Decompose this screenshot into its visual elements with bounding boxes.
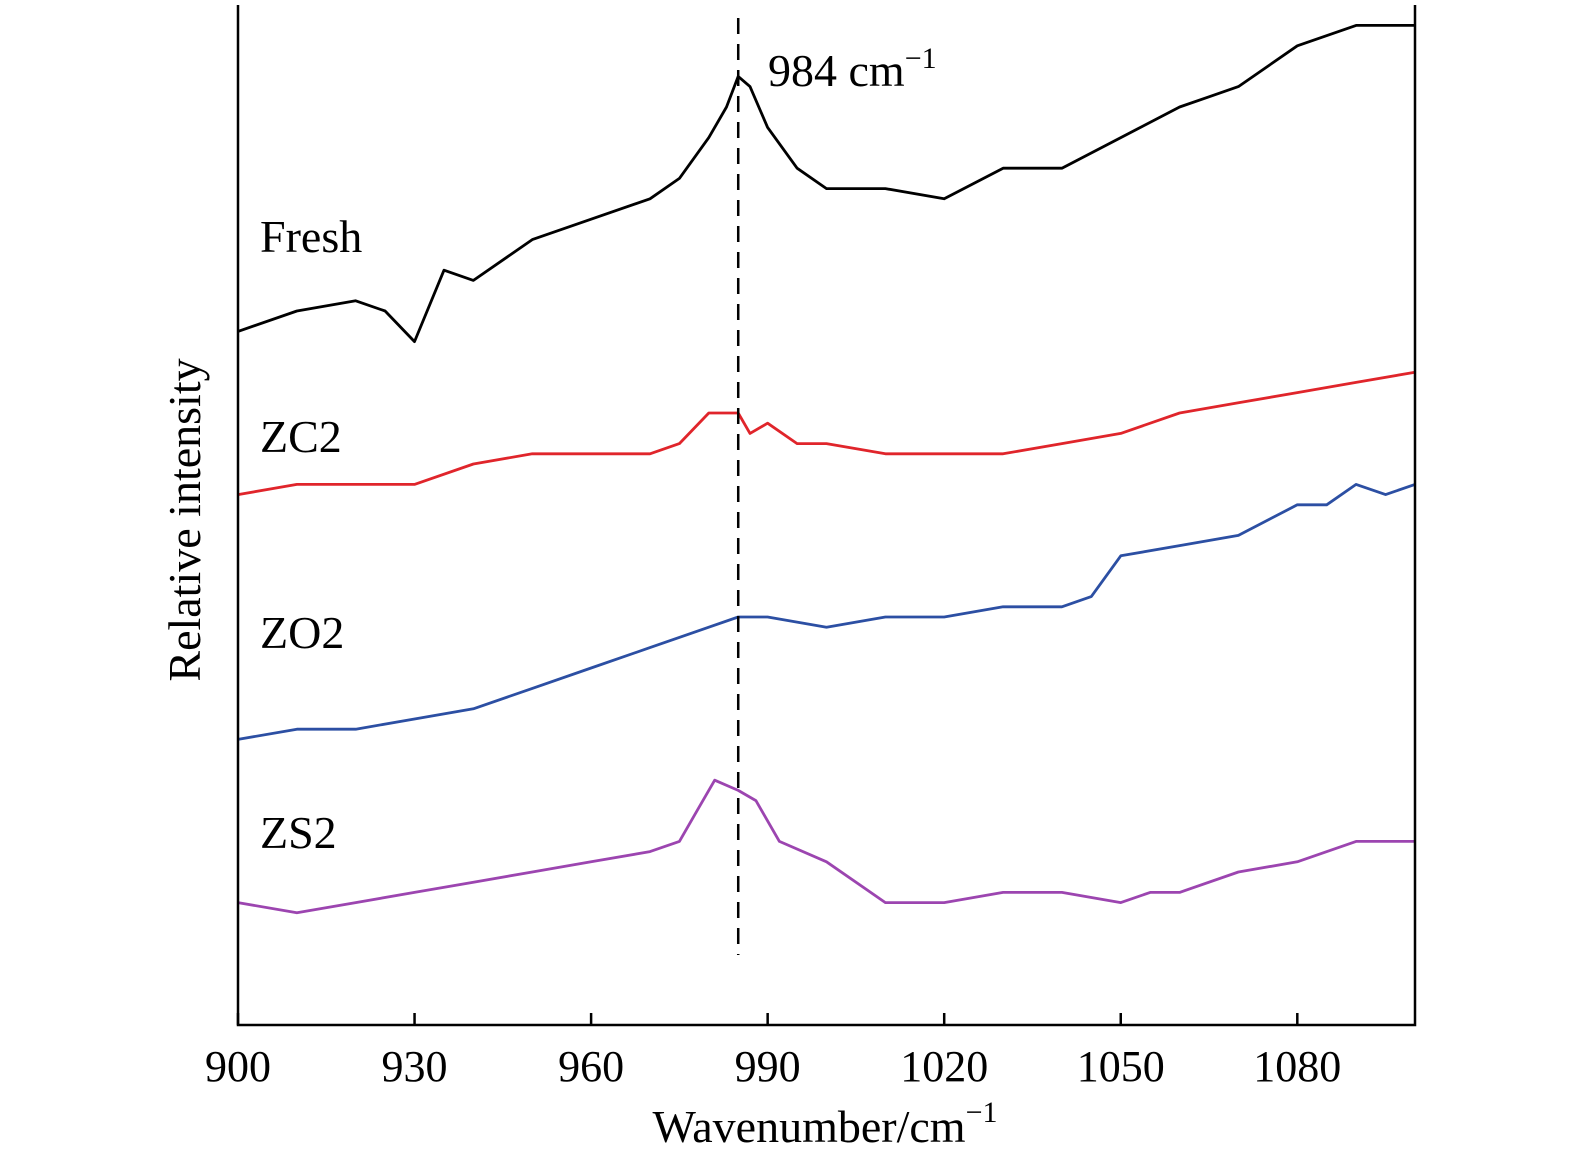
axes-frame — [236, 5, 1417, 1027]
x-ticks: 900 930 960 990 1020 1050 1080 — [205, 1013, 1341, 1091]
series-layer — [237, 23, 1416, 915]
series-labels: Fresh ZC2 ZO2 ZS2 — [260, 211, 362, 858]
plot-area: 900 930 960 990 1020 1050 1080 — [205, 5, 1417, 1091]
series-line-zc2 — [237, 370, 1416, 496]
series-label-fresh: Fresh — [260, 211, 362, 262]
series-line-zo2 — [237, 482, 1416, 741]
series-label-zo2: ZO2 — [260, 607, 344, 658]
x-tick-label-1020: 1020 — [900, 1042, 988, 1091]
peak-annotation-sup: −1 — [905, 42, 937, 75]
x-tick-label-960: 960 — [558, 1042, 624, 1091]
x-tick-label-1050: 1050 — [1077, 1042, 1165, 1091]
series-line-zs2 — [237, 778, 1415, 915]
x-tick-label-1080: 1080 — [1253, 1042, 1341, 1091]
x-axis-title: Wavenumber/cm−1 — [653, 1096, 998, 1152]
y-axis-title: Relative intensity — [159, 358, 210, 681]
series-line-fresh — [237, 23, 1415, 344]
x-axis-title-sup: −1 — [966, 1096, 998, 1129]
peak-annotation: 984 cm−1 — [768, 42, 937, 96]
x-tick-label-930: 930 — [382, 1042, 448, 1091]
series-label-zs2: ZS2 — [260, 807, 337, 858]
x-tick-label-900: 900 — [205, 1042, 271, 1091]
series-label-zc2: ZC2 — [260, 411, 342, 462]
x-tick-label-990: 990 — [735, 1042, 801, 1091]
